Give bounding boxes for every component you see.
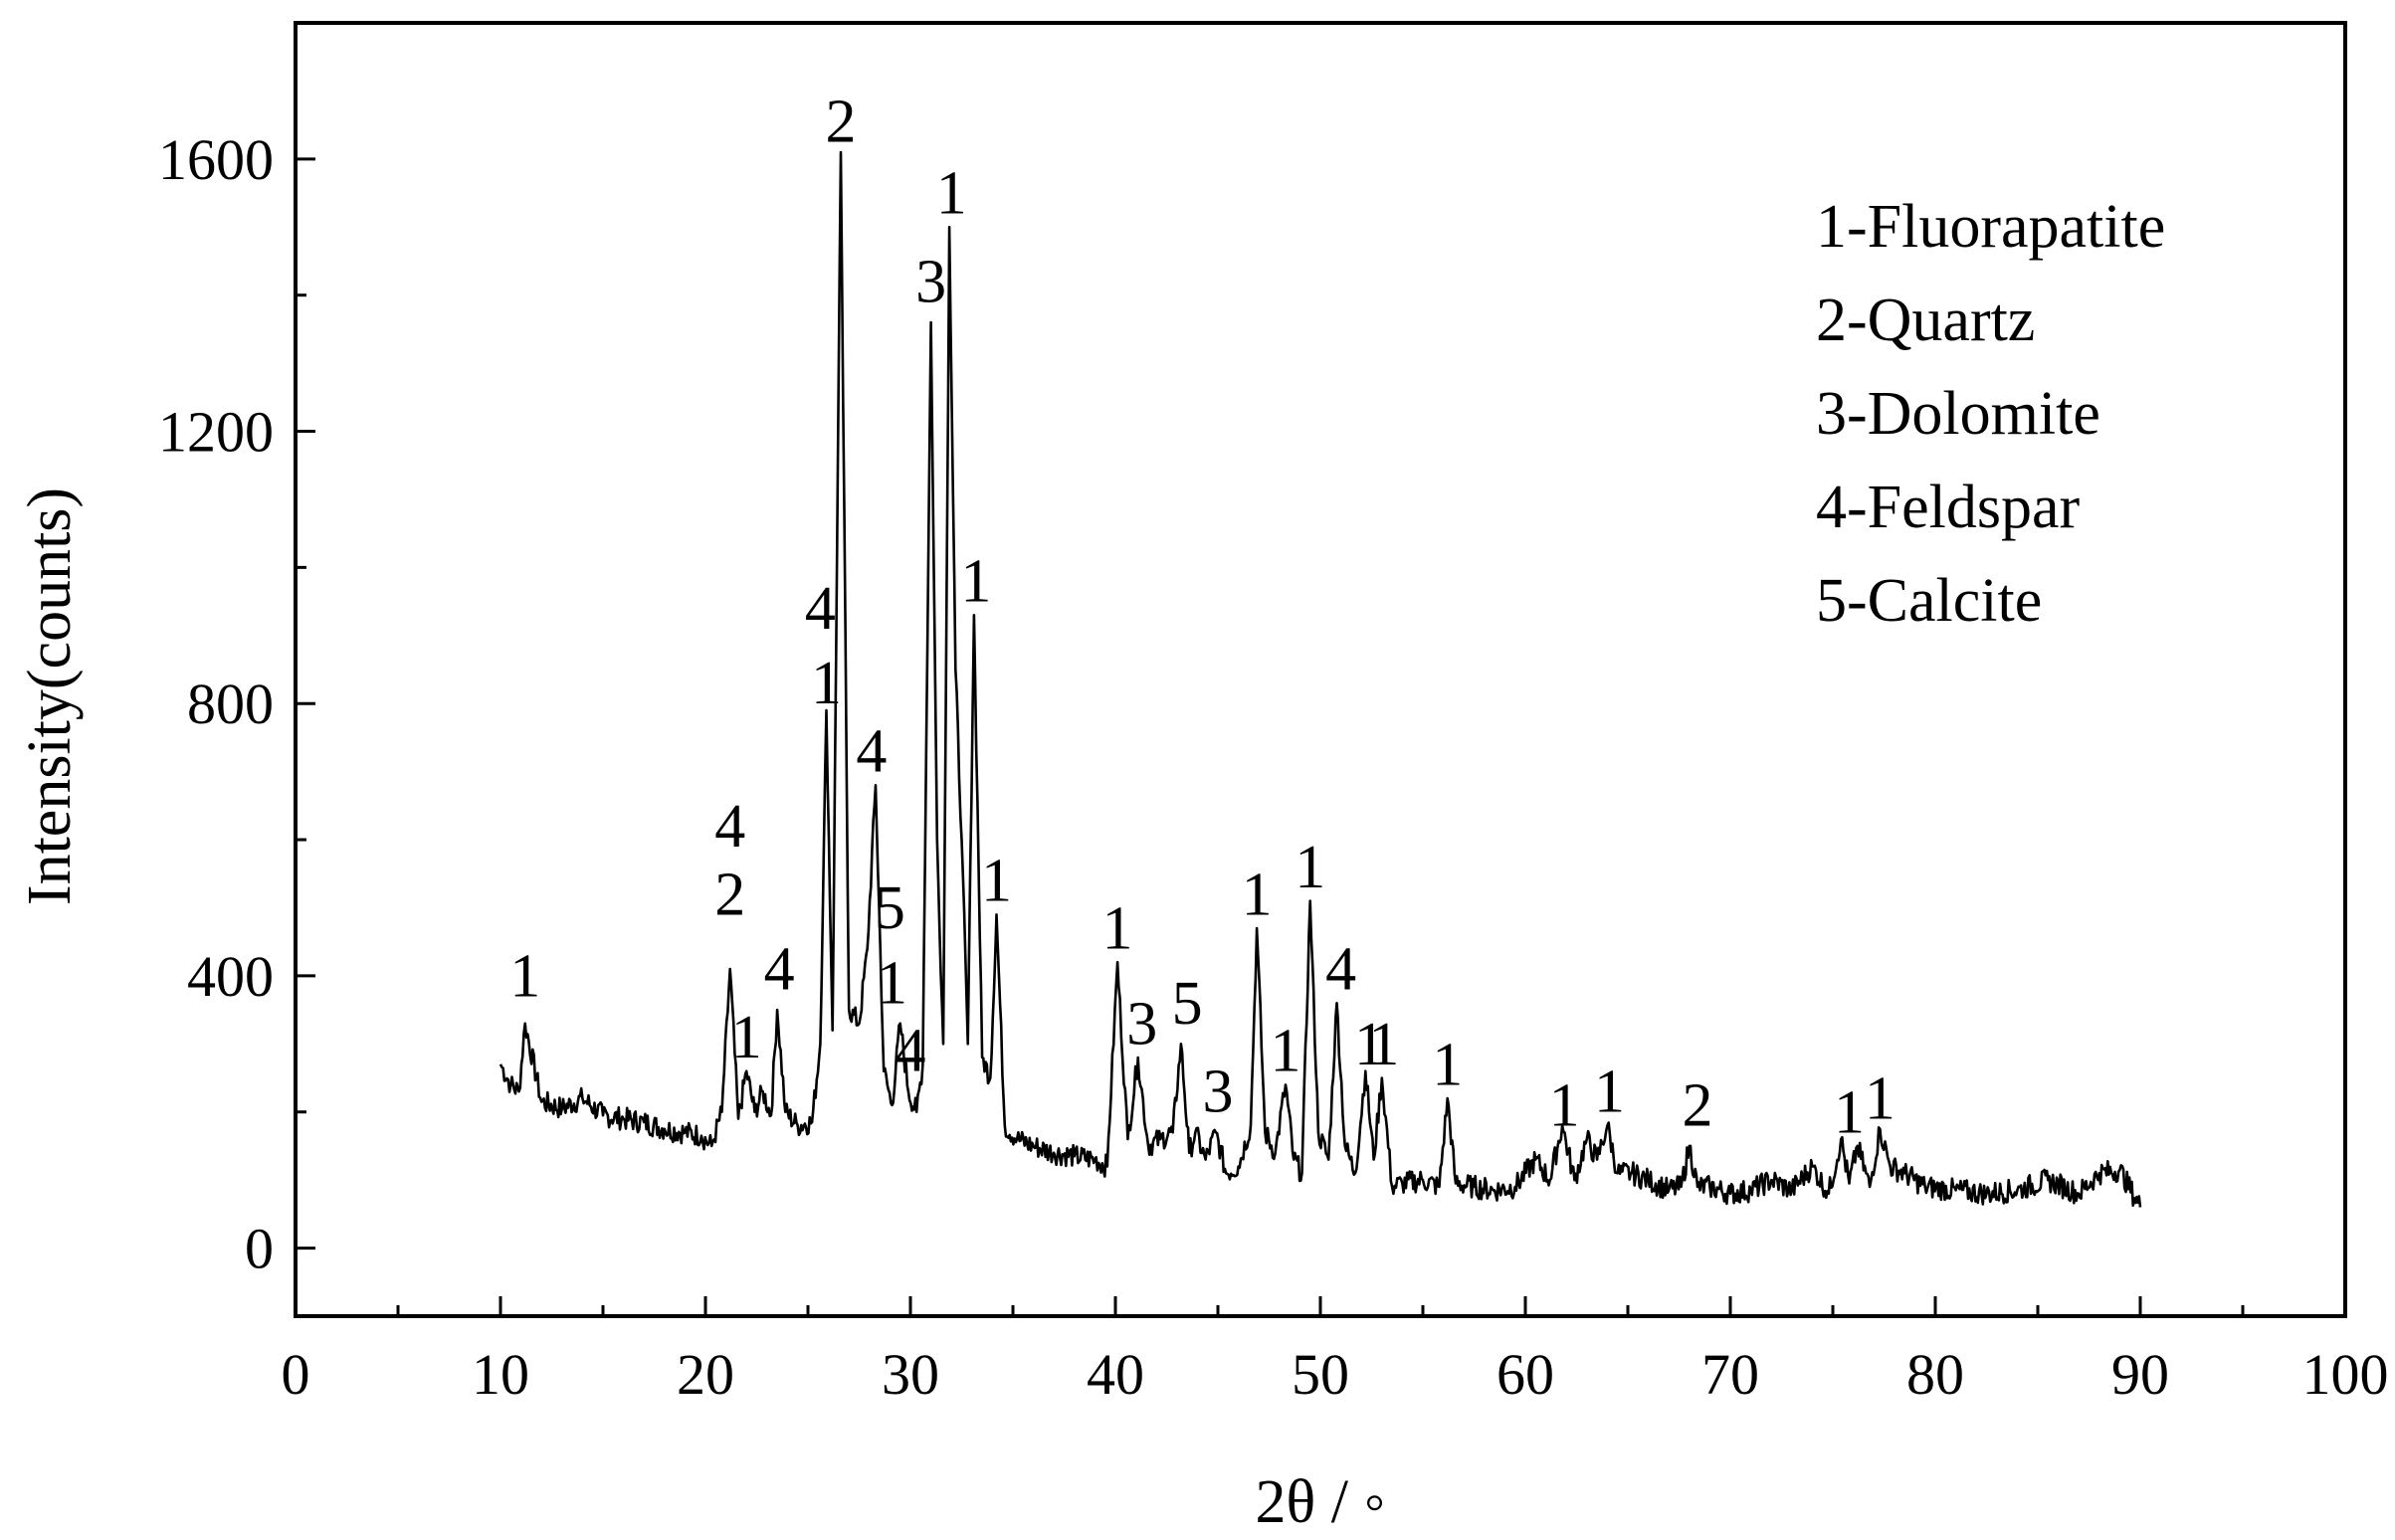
y-tick-label: 1600 <box>158 127 274 192</box>
peak-label: 1 <box>877 949 907 1017</box>
x-axis-ticks: 0 10 20 30 40 50 60 70 80 90 100 <box>282 1296 2389 1407</box>
peak-label: 1 <box>1354 1011 1385 1078</box>
peak-label: 1 <box>1270 1018 1300 1085</box>
legend-entry: 5-Calcite <box>1816 567 2042 635</box>
peak-label: 4 <box>714 793 745 861</box>
peak-label: 1 <box>1549 1071 1580 1139</box>
series-layer <box>499 150 2142 1208</box>
peak-label: 1 <box>1432 1031 1463 1098</box>
legend-entry: 1-Fluorapatite <box>1816 193 2165 261</box>
y-tick-label: 800 <box>187 672 274 736</box>
peak-label: 1 <box>936 160 967 228</box>
xrd-pattern-line <box>499 150 2142 1208</box>
y-axis-title: Intensity(counts) <box>16 487 84 905</box>
peak-label: 1 <box>1865 1065 1896 1133</box>
x-tick-label: 0 <box>282 1342 310 1407</box>
peak-label: 1 <box>960 548 991 616</box>
peak-label: 5 <box>1172 970 1203 1038</box>
legend-entry: 2-Quartz <box>1816 287 2035 354</box>
x-tick-label: 100 <box>2302 1342 2389 1407</box>
peak-label: 4 <box>856 718 887 786</box>
peak-label: 1 <box>731 1004 762 1071</box>
x-tick-label: 60 <box>1497 1342 1554 1407</box>
y-tick-label: 0 <box>245 1217 274 1281</box>
x-axis-title: 2θ / ◦ <box>1256 1468 1386 1536</box>
y-tick-label: 1200 <box>158 400 274 465</box>
peak-label: 2 <box>1683 1071 1713 1139</box>
x-tick-label: 80 <box>1906 1342 1964 1407</box>
peak-label: 2 <box>714 861 745 928</box>
peak-label: 4 <box>805 575 836 643</box>
x-tick-label: 10 <box>472 1342 529 1407</box>
peak-label: 2 <box>825 89 856 156</box>
peak-label: 4 <box>1325 936 1356 1004</box>
x-tick-label: 30 <box>882 1342 939 1407</box>
y-axis-ticks: 0 400 800 1200 1600 <box>158 21 315 1281</box>
peak-label: 3 <box>1126 990 1157 1058</box>
y-tick-label: 400 <box>187 944 274 1009</box>
peak-label: 5 <box>875 874 905 942</box>
peak-label: 1 <box>1102 895 1133 963</box>
legend-entry: 4-Feldspar <box>1816 474 2081 541</box>
peak-label: 1 <box>1834 1078 1865 1146</box>
x-tick-label: 50 <box>1292 1342 1349 1407</box>
x-tick-label: 70 <box>1701 1342 1759 1407</box>
x-tick-label: 40 <box>1087 1342 1144 1407</box>
peak-label: 3 <box>915 249 946 316</box>
peak-label: 3 <box>1203 1059 1234 1126</box>
peak-label: 4 <box>896 1018 926 1085</box>
x-tick-label: 20 <box>677 1342 734 1407</box>
peak-label: 1 <box>1594 1059 1625 1126</box>
legend-entry: 3-Dolomite <box>1816 380 2100 448</box>
legend: 1-Fluorapatite 2-Quartz 3-Dolomite 4-Feldsp… <box>1816 193 2165 635</box>
peak-label: 1 <box>1295 834 1325 901</box>
x-tick-label: 90 <box>2111 1342 2169 1407</box>
peak-label: 1 <box>1368 1011 1399 1078</box>
peak-label: 1 <box>509 942 540 1010</box>
peak-label: 1 <box>811 650 842 717</box>
peak-label: 4 <box>764 936 795 1004</box>
peak-label: 1 <box>1242 861 1273 928</box>
peak-label: 1 <box>981 848 1012 915</box>
